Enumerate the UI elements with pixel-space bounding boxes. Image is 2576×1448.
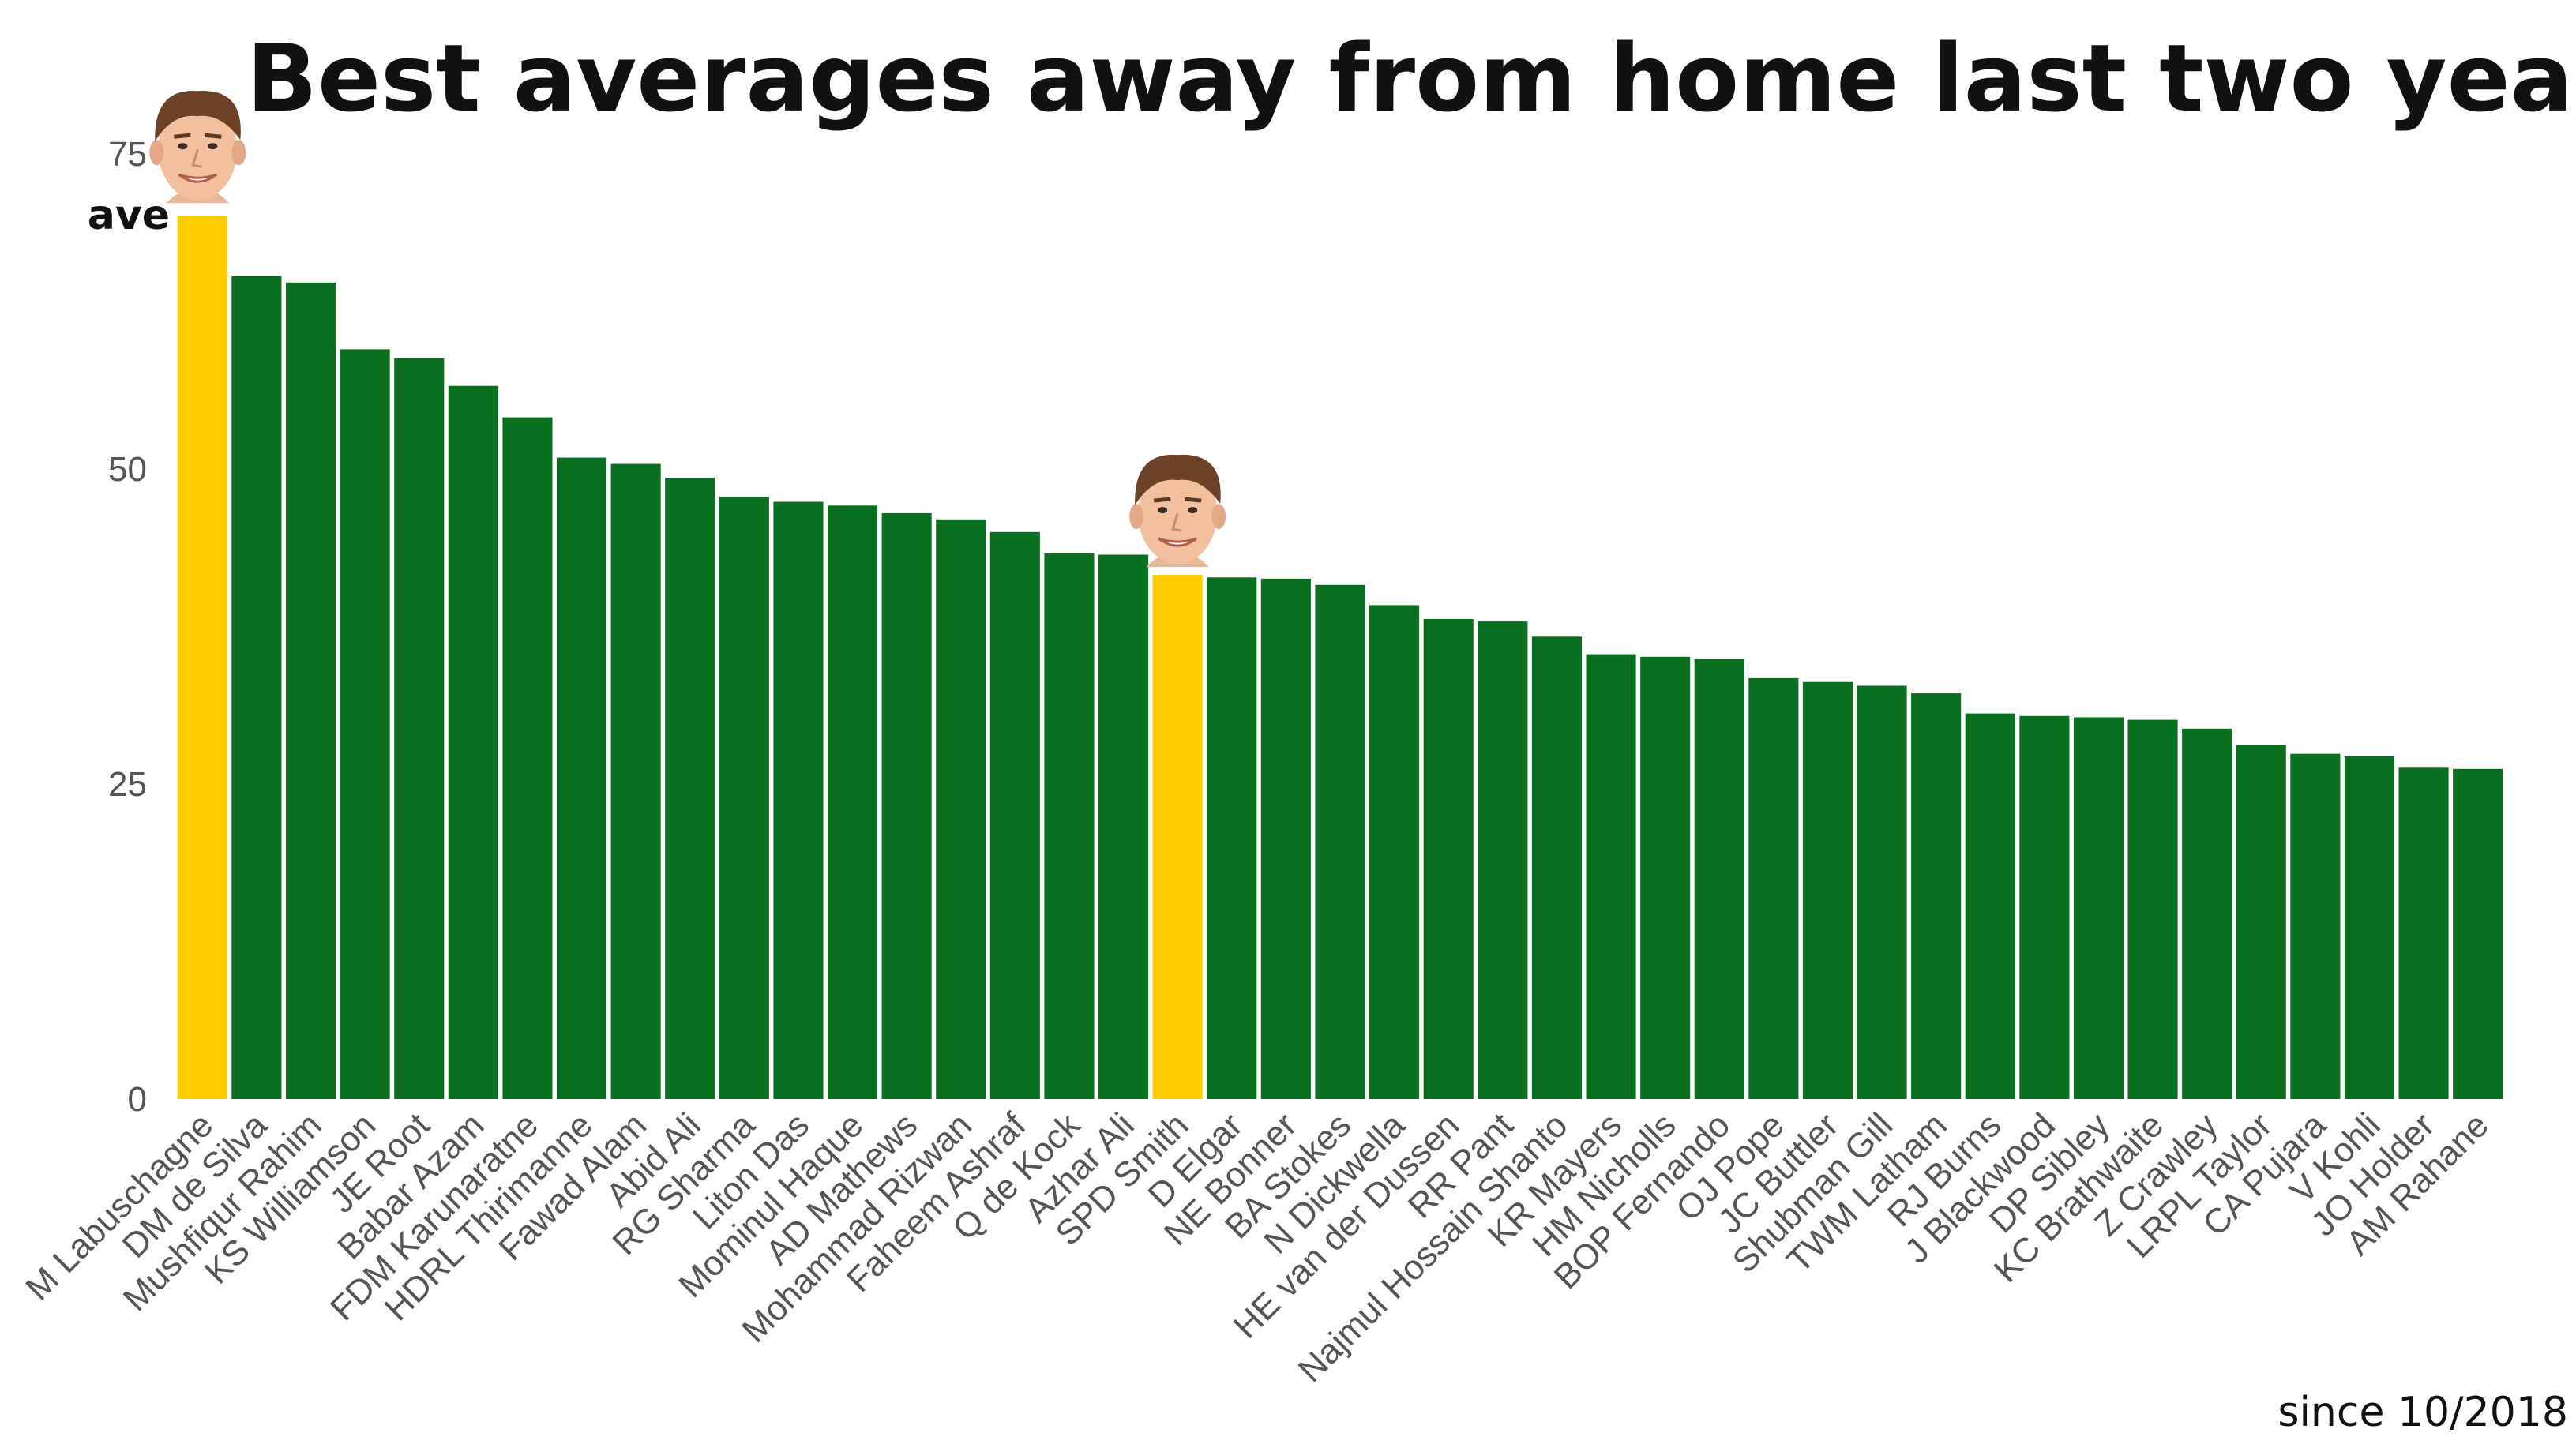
bar	[2019, 715, 2070, 1099]
bar	[1802, 681, 1853, 1099]
bars-group	[177, 216, 2503, 1100]
bar	[1911, 693, 1962, 1099]
bar	[936, 519, 986, 1099]
bar	[1531, 636, 1582, 1099]
bar	[610, 463, 661, 1099]
bar	[2398, 767, 2449, 1099]
bar	[1152, 575, 1203, 1099]
bar	[2073, 717, 2124, 1099]
bar	[2453, 768, 2503, 1099]
bar	[448, 385, 498, 1099]
bar	[1640, 656, 1691, 1099]
player-faces	[149, 90, 1226, 568]
bar	[828, 505, 878, 1099]
y-tick-label: 75	[108, 135, 147, 174]
bar	[1694, 659, 1744, 1099]
bar	[2182, 728, 2232, 1099]
y-axis-label: ave	[88, 192, 170, 239]
bar	[286, 282, 336, 1099]
bar	[340, 349, 390, 1099]
bar	[1965, 713, 2015, 1099]
player-face-smith	[1129, 454, 1226, 568]
bar	[1586, 654, 1636, 1099]
bar	[1260, 578, 1311, 1099]
bar	[1369, 605, 1420, 1099]
bar	[394, 358, 445, 1100]
bar	[2290, 753, 2341, 1099]
bar	[1207, 577, 1257, 1099]
bar	[1098, 554, 1149, 1099]
chart-title: Best averages away from home last two ye…	[246, 24, 2576, 133]
bar	[177, 216, 227, 1100]
bar	[2127, 719, 2178, 1099]
bar	[881, 512, 932, 1099]
bar	[1315, 584, 1365, 1099]
date-annotation: since 10/2018	[2277, 1389, 2568, 1436]
bar	[231, 276, 282, 1099]
bar	[773, 501, 824, 1099]
bar	[557, 457, 607, 1099]
bar	[1748, 677, 1799, 1099]
bar	[2236, 745, 2286, 1099]
bar	[665, 478, 715, 1099]
y-axis-ticks: 0 25 50 75	[108, 135, 147, 1119]
y-tick-label: 25	[108, 765, 147, 804]
bar	[502, 417, 553, 1099]
bar	[1478, 621, 1528, 1099]
y-tick-label: 0	[128, 1080, 147, 1119]
bar	[1044, 553, 1095, 1099]
bar	[1857, 685, 1907, 1099]
bar	[1423, 618, 1474, 1099]
y-tick-label: 50	[108, 450, 147, 489]
bar	[719, 497, 769, 1099]
player-face-labuschagne	[149, 90, 246, 204]
bar	[989, 531, 1040, 1099]
bar	[2344, 756, 2394, 1099]
